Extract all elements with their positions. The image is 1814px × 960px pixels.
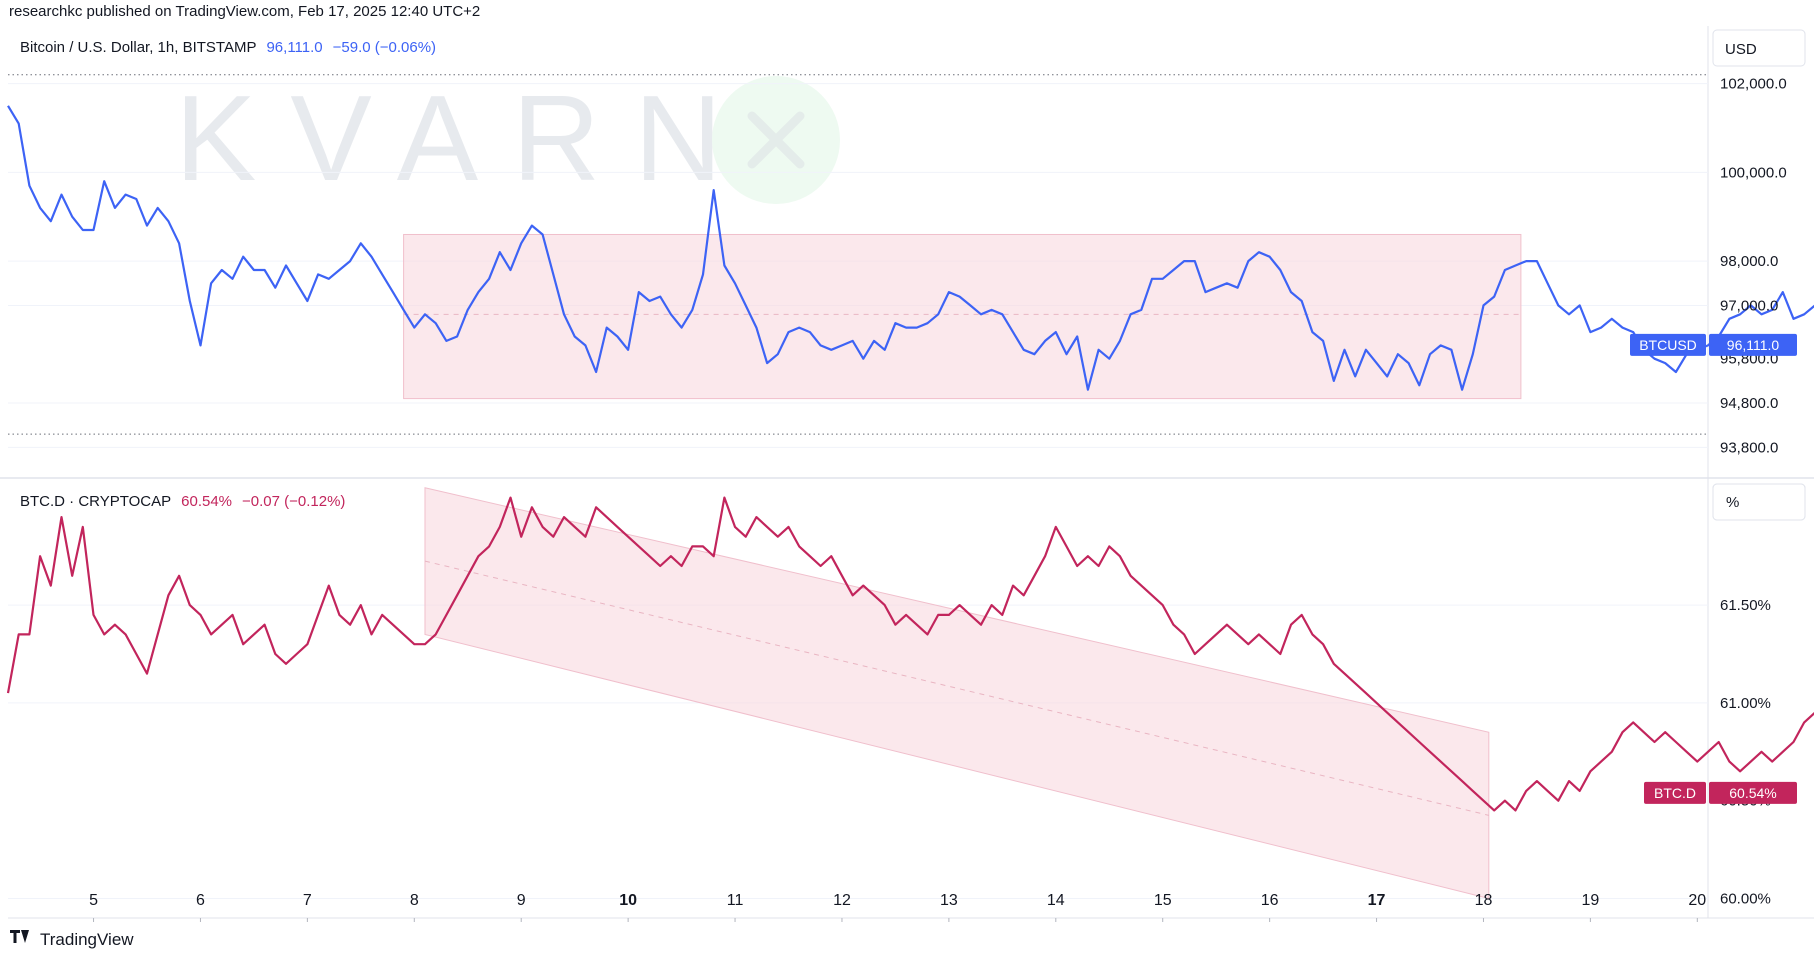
series-badge-value: 96,111.0 [1727, 337, 1780, 353]
usd-unit-button[interactable]: USD [1712, 29, 1806, 67]
y-tick-label: 60.00% [1720, 890, 1771, 907]
x-tick-label: 18 [1475, 892, 1493, 909]
dominance-legend: BTC.D · CRYPTOCAP 60.54% −0.07 (−0.12%) [20, 493, 345, 510]
x-tick-label: 13 [940, 892, 958, 909]
pane-frames [0, 26, 1814, 919]
dominance-symbol: BTC.D · CRYPTOCAP [20, 493, 171, 510]
btc-price-pane[interactable]: 93,800.0 94,800.0 97,000.0 98,000.0 100,000.… [7, 74, 1814, 457]
svg-text:Bitcoin / U.S. Dollar, 1h, BIT: Bitcoin / U.S. Dollar, 1h, BITSTAMP 96,11… [20, 39, 436, 56]
percent-unit-label: % [1726, 494, 1739, 511]
x-tick-label: 8 [410, 892, 419, 909]
btc-change: −59.0 (−0.06%) [333, 39, 436, 56]
btc-price-line [7, 105, 1814, 391]
y-tick-label: 61.00% [1720, 695, 1771, 712]
y-tick-label: 94,800.0 [1720, 395, 1778, 412]
dominance-last-value: 60.54% [181, 493, 232, 510]
btc-last-value: 96,111.0 [266, 39, 322, 56]
dominance-line [6, 496, 1814, 812]
series-badge-value-bg [1709, 333, 1797, 356]
published-caption: researchkc published on TradingView.com,… [9, 3, 480, 20]
tradingview-logo-icon [10, 930, 29, 943]
x-tick-label: 10 [619, 892, 637, 909]
series-badge-label: BTC.D [1654, 785, 1696, 801]
percent-unit-button[interactable]: % [1712, 483, 1806, 521]
btc-dominance-pane[interactable]: 60.00%61.00%61.50%62.00%60.50%%BTC.D60.5… [6, 479, 1814, 922]
channel-midline [424, 560, 1489, 816]
watermark-text: KVARN [175, 70, 756, 206]
x-tick-label: 17 [1368, 892, 1386, 909]
y-tick-label: 100,000.0 [1720, 164, 1787, 181]
watermark-x-icon [747, 111, 805, 169]
x-tick-label: 5 [89, 892, 98, 909]
x-tick-label: 12 [833, 892, 851, 909]
x-tick-label: 11 [727, 892, 744, 909]
y-tick-label: 98,000.0 [1720, 253, 1778, 270]
y-tick-label: 61.50% [1720, 597, 1771, 614]
series-badge-label: BTCUSD [1639, 337, 1697, 353]
series-badge-value: 60.54% [1729, 785, 1776, 801]
x-tick-label: 16 [1261, 892, 1279, 909]
x-tick-label: 15 [1154, 892, 1172, 909]
y-tick-label: 93,800.0 [1720, 439, 1778, 456]
x-tick-label: 19 [1581, 892, 1599, 909]
y-tick-label: 97,000.0 [1720, 297, 1778, 314]
btc-symbol: Bitcoin / U.S. Dollar, 1h, BITSTAMP [20, 39, 256, 56]
x-tick-label: 7 [303, 892, 312, 909]
btc-legend: Bitcoin / U.S. Dollar, 1h, BITSTAMP 96,11… [20, 39, 436, 56]
dominance-change: −0.07 (−0.12%) [242, 493, 345, 510]
tradingview-brand: TradingView [40, 930, 134, 949]
watermark: KVARN [175, 70, 840, 206]
range-channel [403, 233, 1522, 400]
descending-channel [424, 487, 1490, 900]
y-tick-label: 102,000.0 [1720, 76, 1787, 93]
usd-unit-label: USD [1725, 41, 1757, 58]
x-tick-label: 14 [1047, 892, 1065, 909]
tradingview-footer[interactable]: TradingView [10, 930, 134, 949]
series-badge-label-bg [1630, 333, 1706, 356]
x-tick-label: 6 [196, 892, 205, 909]
series-badge-value-bg [1709, 781, 1797, 804]
x-tick-label: 20 [1688, 892, 1706, 909]
series-badge-label-bg [1644, 781, 1706, 804]
x-tick-label: 9 [517, 892, 526, 909]
